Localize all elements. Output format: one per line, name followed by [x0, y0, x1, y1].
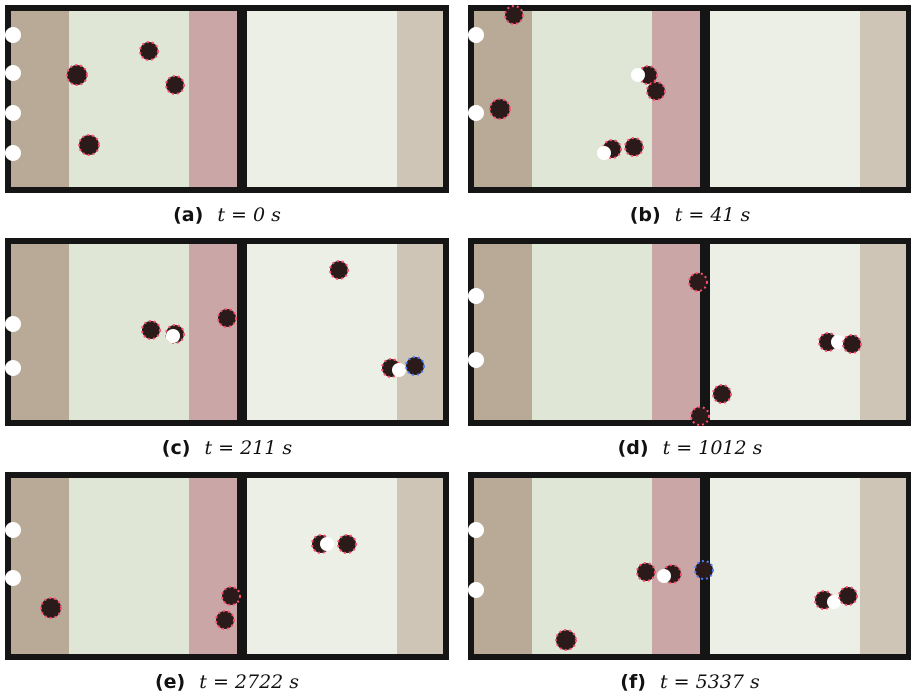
arena-photo-a	[5, 5, 449, 193]
arena-photo-d	[468, 238, 911, 426]
robot-icon	[165, 324, 185, 344]
panel-label: (c)	[161, 437, 191, 459]
wall-light-icon	[468, 288, 484, 304]
robot-icon	[688, 272, 708, 292]
wall-light-icon	[5, 65, 21, 81]
arena-photo-f	[468, 472, 911, 660]
robot-icon	[597, 139, 622, 160]
robot-icon	[555, 629, 577, 651]
robot-icon	[215, 610, 235, 630]
robot-icon	[405, 356, 425, 376]
robot-icon	[66, 64, 88, 86]
panel-e: (e) t = 2722 s	[5, 472, 449, 693]
caption-f: (f) t = 5337 s	[468, 671, 911, 693]
robot-icon	[646, 81, 666, 101]
robot-icon	[311, 534, 334, 554]
panel-label: (b)	[629, 204, 661, 226]
panel-d: (d) t = 1012 s	[468, 238, 911, 459]
wall-light-icon	[468, 352, 484, 368]
wall-light-icon	[468, 105, 484, 121]
robot-icon	[631, 65, 658, 85]
robot-icon	[139, 41, 159, 61]
wall-light-icon	[5, 570, 21, 586]
caption-a: (a) t = 0 s	[5, 204, 449, 226]
robot-icon	[141, 320, 161, 340]
panel-label: (e)	[154, 671, 186, 693]
caption-c: (c) t = 211 s	[5, 437, 449, 459]
wall-light-icon	[5, 27, 21, 43]
robot-icon	[694, 560, 714, 580]
robot-icon	[690, 406, 710, 426]
robot-icon	[78, 134, 100, 156]
panel-label: (f)	[620, 671, 646, 693]
panel-label: (d)	[617, 437, 649, 459]
robot-icon	[329, 260, 349, 280]
robot-icon	[337, 534, 357, 554]
robot-icon	[712, 384, 732, 404]
robot-icon	[842, 334, 862, 354]
wall-light-icon	[468, 522, 484, 538]
robot-icon	[814, 590, 841, 610]
panel-a: (a) t = 0 s	[5, 5, 449, 226]
panel-time: t = 0 s	[217, 204, 281, 226]
wall-light-icon	[5, 522, 21, 538]
robot-icon	[217, 308, 237, 328]
caption-b: (b) t = 41 s	[468, 204, 911, 226]
caption-e: (e) t = 2722 s	[5, 671, 449, 693]
panel-time: t = 2722 s	[199, 671, 300, 693]
wall-light-icon	[468, 27, 484, 43]
robot-icon	[838, 586, 858, 606]
wall-light-icon	[5, 360, 21, 376]
panel-time: t = 211 s	[204, 437, 293, 459]
robot-icon	[165, 75, 185, 95]
wall-light-icon	[5, 145, 21, 161]
robot-icon	[624, 137, 644, 157]
wall-light-icon	[468, 582, 484, 598]
panel-time: t = 41 s	[674, 204, 751, 226]
wall-light-icon	[5, 105, 21, 121]
panel-b: (b) t = 41 s	[468, 5, 911, 226]
arena-photo-c	[5, 238, 449, 426]
robot-icon	[221, 586, 241, 606]
robot-icon	[489, 98, 511, 120]
caption-d: (d) t = 1012 s	[468, 437, 911, 459]
robot-icon	[636, 562, 656, 582]
robot-icon	[40, 597, 62, 619]
panel-c: (c) t = 211 s	[5, 238, 449, 459]
wall-light-icon	[5, 316, 21, 332]
robot-icon	[818, 332, 845, 352]
panel-f: (f) t = 5337 s	[468, 472, 911, 693]
panel-label: (a)	[173, 204, 204, 226]
arena-photo-e	[5, 472, 449, 660]
panel-time: t = 1012 s	[662, 437, 763, 459]
robot-icon	[381, 358, 406, 378]
robot-icon	[504, 5, 524, 25]
arena-photo-b	[468, 5, 911, 193]
panel-time: t = 5337 s	[659, 671, 760, 693]
robot-icon	[657, 564, 682, 584]
